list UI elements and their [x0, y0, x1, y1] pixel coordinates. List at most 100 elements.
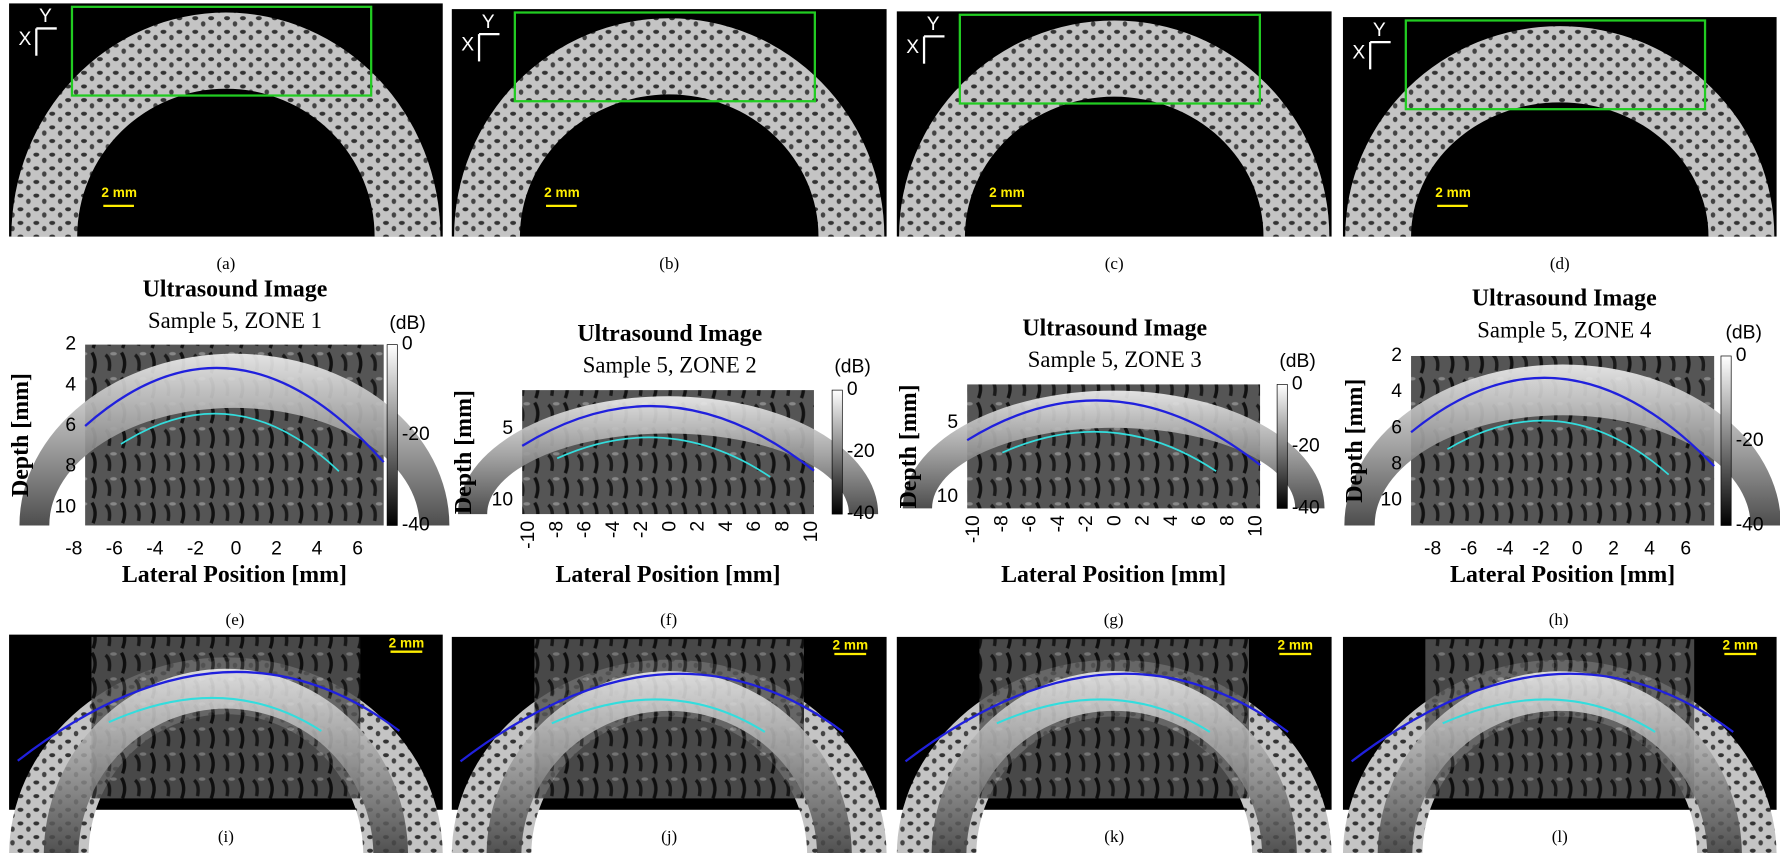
x-tick-label: 8	[773, 521, 794, 532]
x-tick-label: -6	[1020, 515, 1041, 532]
scale-bar-label: 2 mm	[101, 185, 137, 200]
x-tick-label: -6	[1460, 538, 1477, 559]
y-tick-label: 6	[65, 415, 76, 436]
panel-caption: (c)	[1105, 254, 1124, 273]
panel-title: Ultrasound Image	[143, 277, 328, 303]
axis-x-label: X	[461, 35, 474, 56]
x-tick-label: 6	[1680, 538, 1691, 559]
colorbar	[1721, 356, 1731, 525]
panel-caption: (b)	[659, 254, 679, 273]
x-tick-label: 0	[1104, 515, 1125, 526]
colorbar	[832, 390, 842, 514]
colorbar	[1277, 384, 1287, 508]
x-tick-label: 8	[1218, 515, 1239, 526]
y-tick-label: 5	[947, 412, 958, 433]
panel-subtitle: Sample 5, ZONE 3	[1028, 347, 1202, 372]
x-tick-label: -6	[106, 538, 123, 559]
colorbar-tick-label: -40	[1736, 515, 1764, 536]
panel-caption: (i)	[218, 827, 234, 846]
overlay-panel: 2 mm(i)	[9, 635, 443, 853]
colorbar-tick-label: -40	[847, 503, 875, 524]
colorbar-tick-label: -20	[402, 424, 430, 445]
panel-title: Ultrasound Image	[1472, 286, 1657, 312]
x-axis-label: Lateral Position [mm]	[1450, 562, 1675, 588]
overlay-panel: 2 mm(k)	[897, 637, 1332, 853]
y-tick-label: 5	[502, 418, 513, 439]
x-tick-label: 0	[231, 538, 242, 559]
axis-y-label: Y	[482, 12, 495, 33]
colorbar-tick-label: -40	[1292, 497, 1320, 518]
axis-y-label: Y	[927, 14, 940, 35]
y-tick-label: 10	[492, 490, 513, 511]
panel-subtitle: Sample 5, ZONE 2	[583, 353, 757, 378]
axis-y-label: Y	[1373, 20, 1386, 41]
y-tick-label: 8	[1391, 453, 1402, 474]
colorbar-unit: (dB)	[1279, 351, 1315, 372]
axis-x-label: X	[906, 37, 919, 58]
colorbar-tick-label: 0	[847, 379, 858, 400]
ct-panel: XY2 mm(b)	[452, 9, 887, 273]
x-tick-label: -8	[546, 521, 567, 538]
x-tick-label: 0	[1572, 538, 1583, 559]
x-tick-label: 0	[659, 521, 680, 532]
x-tick-label: -4	[1048, 515, 1069, 532]
y-tick-label: 10	[937, 486, 958, 507]
colorbar-tick-label: -20	[847, 441, 875, 462]
y-axis-label: Depth [mm]	[451, 390, 477, 514]
x-tick-label: -10	[963, 515, 984, 543]
ct-panel: XY2 mm(a)	[9, 3, 443, 273]
figure: XY2 mm(a)XY2 mm(b)XY2 mm(c)XY2 mm(d)Ultr…	[0, 0, 1780, 853]
scale-bar-label: 2 mm	[989, 185, 1025, 200]
panel-caption: (l)	[1552, 827, 1568, 846]
y-tick-label: 10	[55, 496, 76, 517]
x-tick-label: 6	[744, 521, 765, 532]
overlay-panel: 2 mm (j)	[452, 637, 887, 853]
x-tick-label: 4	[312, 538, 323, 559]
x-tick-label: 6	[352, 538, 363, 559]
x-tick-label: -2	[631, 521, 652, 538]
colorbar	[387, 345, 397, 526]
x-tick-label: -6	[575, 521, 596, 538]
panel-caption: (j)	[661, 827, 677, 846]
colorbar-tick-label: 0	[1736, 345, 1747, 366]
x-tick-label: -4	[146, 538, 163, 559]
y-tick-label: 2	[1391, 345, 1402, 366]
axis-y-label: Y	[39, 6, 52, 27]
ultrasound-panel: Ultrasound ImageSample 5, ZONE 1(dB)0-20…	[8, 277, 449, 629]
x-tick-label: -2	[1533, 538, 1550, 559]
ct-panel: XY 2 mm (c)	[897, 11, 1332, 273]
panel-title: Ultrasound Image	[1022, 315, 1207, 341]
scale-bar-label: 2 mm	[832, 638, 868, 653]
colorbar-tick-label: 0	[402, 334, 413, 355]
x-tick-label: -4	[1496, 538, 1513, 559]
y-tick-label: 10	[1381, 490, 1402, 511]
panel-caption: (f)	[660, 610, 677, 629]
panel-caption: (a)	[216, 254, 235, 273]
colorbar-tick-label: -20	[1292, 435, 1320, 456]
scale-bar-label: 2 mm	[1277, 638, 1313, 653]
x-tick-label: 2	[1608, 538, 1619, 559]
x-axis-label: Lateral Position [mm]	[1001, 562, 1226, 588]
colorbar-tick-label: -40	[402, 515, 430, 536]
x-tick-label: 6	[1189, 515, 1210, 526]
y-axis-label: Depth [mm]	[1342, 379, 1368, 503]
panel-caption: (e)	[226, 610, 245, 629]
scale-bar-label: 2 mm	[1435, 185, 1471, 200]
y-tick-label: 4	[1391, 381, 1402, 402]
x-axis-label: Lateral Position [mm]	[122, 562, 347, 588]
y-tick-label: 8	[65, 456, 76, 477]
x-tick-label: -8	[65, 538, 82, 559]
x-tick-label: 4	[716, 521, 737, 532]
y-tick-label: 4	[65, 374, 76, 395]
x-tick-label: 4	[1644, 538, 1655, 559]
y-tick-label: 2	[65, 334, 76, 355]
scale-bar-label: 2 mm	[1722, 638, 1758, 653]
x-tick-label: -8	[991, 515, 1012, 532]
overlay-panel: 2 mm (l)	[1343, 637, 1777, 853]
colorbar-tick-label: 0	[1292, 374, 1303, 395]
x-tick-label: 2	[1133, 515, 1154, 526]
x-tick-label: -10	[518, 521, 539, 549]
